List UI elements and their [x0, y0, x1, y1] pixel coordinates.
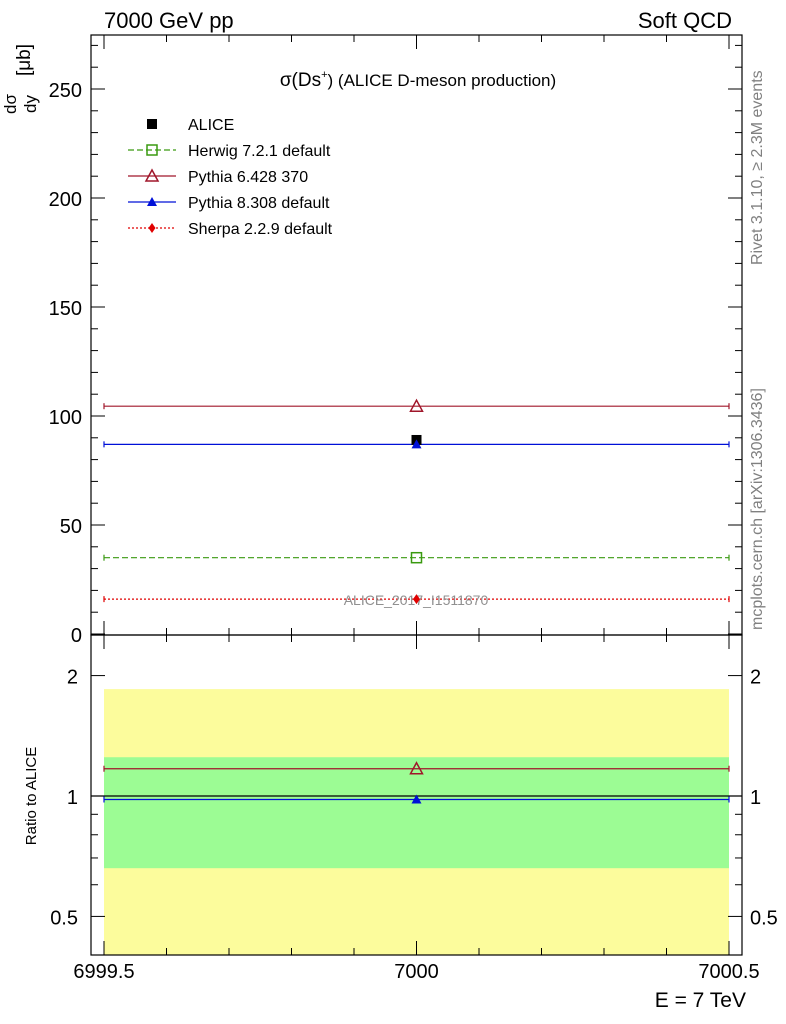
legend-marker-alice — [147, 119, 157, 129]
legend-marker-pythia6 — [144, 168, 160, 182]
mcplots-label: mcplots.cern.ch [arXiv:1306.3436] — [749, 388, 766, 630]
header-left: 7000 GeV pp — [104, 8, 234, 33]
herwig-main-point — [410, 551, 423, 564]
pythia6-ratio-point — [409, 761, 424, 775]
legend-item-sherpa: Sherpa 2.2.9 default — [128, 221, 333, 238]
main-ytick-label: 100 — [49, 407, 82, 429]
legend-label-herwig: Herwig 7.2.1 default — [188, 143, 331, 160]
ratio-ytick-label-right: 2 — [750, 667, 761, 689]
ratio-ytick-label-right: 1 — [750, 787, 761, 809]
ratio-ytick-label-left: 0.5 — [50, 907, 78, 929]
main-title: σ(Ds+) (ALICE D-meson production) — [280, 69, 556, 91]
legend-marker-pythia8 — [147, 197, 157, 206]
xtick-label: 7000 — [394, 961, 439, 983]
rivet-label: Rivet 3.1.10, ≥ 2.3M events — [749, 70, 766, 265]
main-ytick-label: 0 — [71, 625, 82, 647]
ratio-band-inner — [104, 757, 729, 869]
main-ytick-label: 50 — [60, 516, 82, 538]
ratio-ytick-label-right: 0.5 — [750, 907, 778, 929]
ratio-series-markers — [409, 761, 424, 804]
x-axis-label: E = 7 TeV — [655, 989, 746, 1012]
ratio-y-label: Ratio to ALICE — [23, 747, 40, 845]
legend-label-pythia6: Pythia 6.428 370 — [188, 169, 308, 186]
pythia6-main-point — [409, 398, 424, 412]
title-sigma: σ(Ds — [280, 70, 321, 91]
main-series-markers — [409, 398, 424, 605]
ratio-bands — [104, 689, 729, 955]
pythia8-ratio-point — [411, 794, 422, 804]
legend-marker-sherpa — [148, 223, 156, 233]
legend-item-alice: ALICE — [147, 117, 234, 134]
legend: ALICE Herwig 7.2.1 default Pythia 6.428 37… — [128, 117, 333, 238]
main-ytick-label: 250 — [49, 80, 82, 102]
ylabel-denominator: dy — [21, 95, 40, 113]
axes-layer: 0 50 100 150 200 250 6999.5 7000 7000.5 0.5 0.5 1 1 2… — [49, 34, 778, 983]
legend-label-sherpa: Sherpa 2.2.9 default — [188, 221, 333, 238]
legend-item-herwig: Herwig 7.2.1 default — [128, 143, 331, 160]
main-ytick-label: 150 — [49, 298, 82, 320]
ratio-ytick-label-left: 1 — [67, 787, 78, 809]
ylabel-numerator: dσ — [1, 94, 20, 114]
legend-label-pythia8: Pythia 8.308 default — [188, 195, 330, 212]
main-ytick-label: 200 — [49, 189, 82, 211]
title-rest: ) (ALICE D-meson production) — [328, 71, 557, 90]
legend-marker-herwig — [146, 144, 158, 156]
ratio-ytick-label-left: 2 — [67, 667, 78, 689]
legend-item-pythia8: Pythia 8.308 default — [128, 195, 330, 212]
legend-item-pythia6: Pythia 6.428 370 — [128, 168, 308, 186]
legend-label-alice: ALICE — [188, 117, 234, 134]
xtick-label: 6999.5 — [73, 961, 134, 983]
main-series-lines — [103, 403, 730, 603]
header-right: Soft QCD — [638, 8, 732, 33]
sherpa-main-point — [413, 594, 420, 605]
xtick-label: 7000.5 — [698, 961, 759, 983]
main-y-label: dσ dy [μb] — [1, 44, 40, 114]
pythia8-main-point — [411, 439, 422, 449]
ylabel-unit: [μb] — [14, 44, 35, 76]
title-sup: + — [321, 69, 327, 81]
